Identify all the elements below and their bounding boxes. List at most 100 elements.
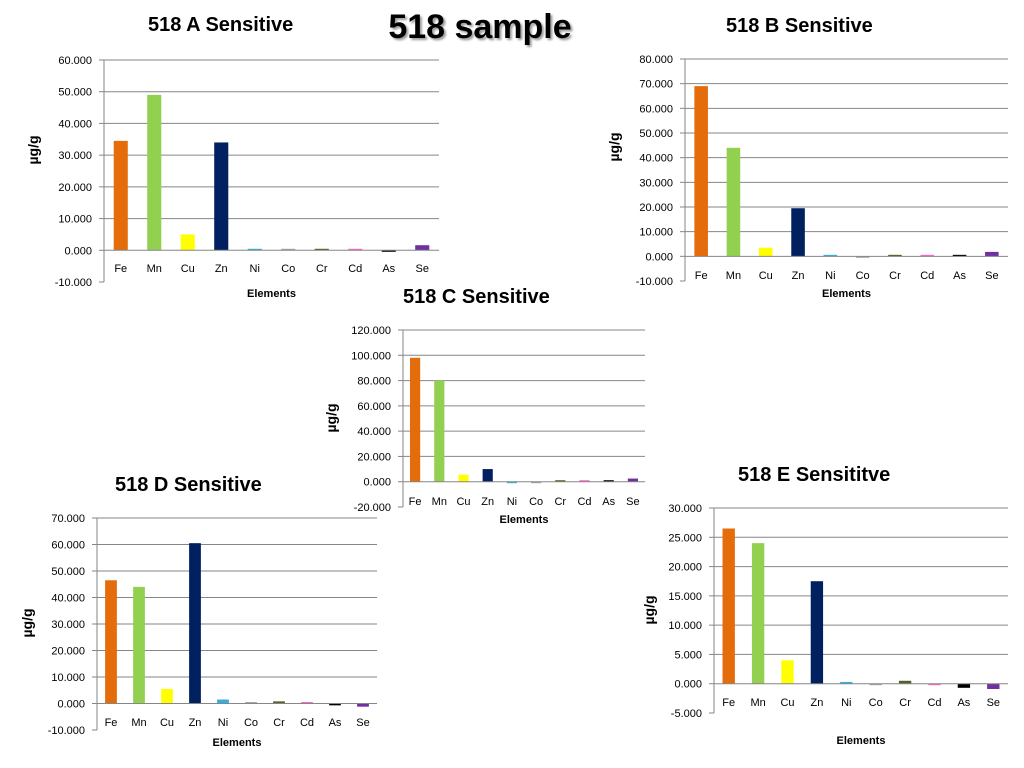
- x-category-label: As: [602, 496, 615, 508]
- bar-as: [329, 703, 341, 706]
- chart-title-a: 518 A Sensitive: [148, 14, 294, 36]
- bar-cd: [348, 248, 363, 251]
- bar-ni: [506, 481, 517, 484]
- bar-zn: [810, 581, 824, 684]
- x-category-label: Fe: [114, 263, 127, 275]
- x-category-label: Mn: [131, 717, 146, 729]
- x-category-label: Cr: [899, 697, 911, 709]
- bar-cd: [928, 683, 941, 686]
- x-category-label: Cd: [577, 496, 591, 508]
- chart-title-b: 518 B Sensitive: [726, 15, 873, 37]
- x-category-label: Cu: [780, 697, 794, 709]
- bar-fe: [105, 580, 117, 704]
- bar-zn: [791, 208, 805, 257]
- x-category-label: As: [957, 697, 970, 709]
- bar-ni: [840, 681, 853, 684]
- bar-zn: [214, 142, 229, 251]
- chart-title-d: 518 D Sensitive: [115, 474, 262, 496]
- bar-cu: [458, 474, 469, 482]
- y-tick-label: -10.000: [636, 276, 673, 288]
- x-category-label: Mn: [147, 263, 162, 275]
- x-axis-title: Elements: [247, 288, 296, 300]
- bar-fe: [113, 140, 128, 251]
- x-axis-title: Elements: [213, 737, 262, 749]
- x-category-label: Cr: [889, 270, 901, 282]
- bar-cr: [314, 248, 329, 251]
- slide-title: 518 sample: [388, 8, 572, 46]
- bar-zn: [189, 543, 201, 704]
- bar-mn: [726, 147, 741, 257]
- bar-se: [985, 251, 999, 257]
- y-tick-label: 60.000: [51, 540, 85, 552]
- bar-cr: [555, 480, 566, 482]
- y-axis-title: µg/g: [25, 135, 41, 164]
- bar-ni: [217, 699, 229, 704]
- x-category-label: Cr: [273, 717, 285, 729]
- y-tick-label: 50.000: [58, 87, 92, 99]
- x-category-label: Cu: [181, 263, 195, 275]
- bar-cu: [781, 660, 794, 684]
- x-category-label: Zn: [189, 717, 202, 729]
- y-tick-label: 10.000: [639, 227, 673, 239]
- y-tick-label: 10.000: [58, 214, 92, 226]
- x-category-label: Co: [869, 697, 883, 709]
- y-tick-label: 50.000: [639, 128, 673, 140]
- bar-co: [281, 248, 296, 251]
- x-category-label: Co: [529, 496, 543, 508]
- y-tick-label: 15.000: [668, 591, 702, 603]
- x-category-label: Cu: [759, 270, 773, 282]
- y-axis-title: µg/g: [641, 595, 657, 624]
- y-tick-label: 20.000: [668, 562, 702, 574]
- y-tick-label: 40.000: [357, 426, 391, 438]
- bar-co: [531, 481, 542, 484]
- bar-co: [855, 256, 870, 258]
- bar-se: [357, 703, 369, 707]
- y-tick-label: 30.000: [58, 150, 92, 162]
- bar-se: [987, 683, 1000, 689]
- y-tick-label: 0.000: [645, 251, 673, 263]
- x-category-label: Zn: [215, 263, 228, 275]
- bar-as: [603, 480, 614, 482]
- bar-mn: [147, 94, 162, 251]
- y-axis-title: µg/g: [606, 132, 622, 161]
- x-category-label: Co: [281, 263, 295, 275]
- y-tick-label: 80.000: [357, 376, 391, 388]
- y-tick-label: 10.000: [51, 672, 85, 684]
- y-tick-label: 30.000: [639, 177, 673, 189]
- bar-se: [415, 245, 430, 251]
- bar-cr: [888, 254, 902, 257]
- bar-mn: [751, 543, 765, 684]
- x-category-label: Co: [856, 270, 870, 282]
- y-tick-label: 40.000: [639, 153, 673, 165]
- y-tick-label: 40.000: [51, 593, 85, 605]
- y-tick-label: 30.000: [51, 619, 85, 631]
- y-tick-label: 0.000: [363, 477, 391, 489]
- x-category-label: Ni: [218, 717, 228, 729]
- bar-as: [381, 250, 396, 252]
- x-category-label: Ni: [825, 270, 835, 282]
- y-tick-label: 20.000: [357, 451, 391, 463]
- x-category-label: Cu: [160, 717, 174, 729]
- y-tick-label: 0.000: [64, 245, 92, 257]
- bar-mn: [133, 586, 145, 704]
- bar-se: [627, 478, 638, 482]
- y-tick-label: -10.000: [48, 725, 85, 737]
- x-category-label: As: [953, 270, 966, 282]
- x-category-label: Fe: [722, 697, 735, 709]
- y-tick-label: 70.000: [639, 79, 673, 91]
- x-category-label: Cr: [316, 263, 328, 275]
- x-category-label: Mn: [726, 270, 741, 282]
- bar-as: [957, 683, 971, 688]
- bar-cu: [758, 247, 773, 257]
- y-tick-label: 20.000: [639, 202, 673, 214]
- x-category-label: Cr: [554, 496, 566, 508]
- bar-fe: [694, 86, 708, 257]
- x-category-label: Zn: [481, 496, 494, 508]
- x-category-label: Cd: [348, 263, 362, 275]
- x-category-label: Ni: [507, 496, 517, 508]
- bar-fe: [722, 528, 735, 684]
